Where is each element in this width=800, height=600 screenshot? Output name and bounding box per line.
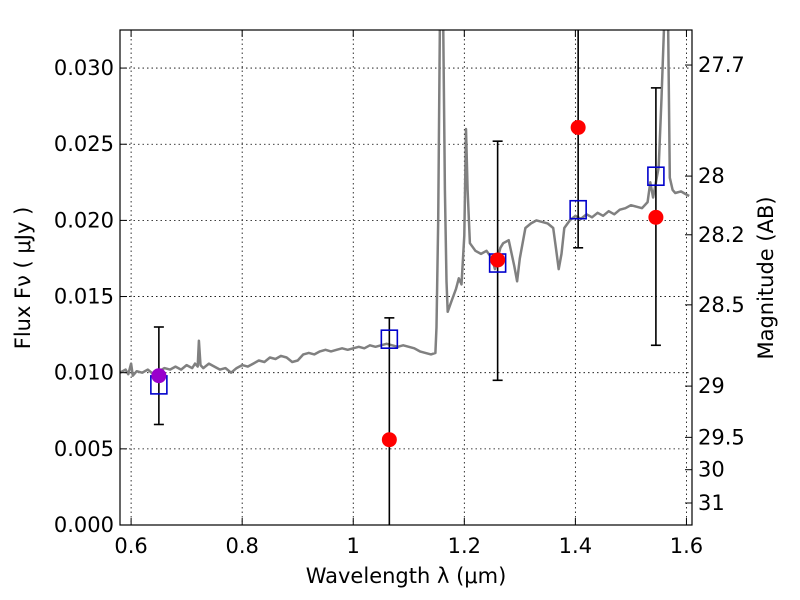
- x-tick-label: 0.8: [225, 534, 258, 558]
- x-tick-label: 1: [347, 534, 360, 558]
- y-tick-label: 0.020: [54, 208, 114, 232]
- mag-tick-label: 29: [698, 374, 725, 398]
- model-photometry-point: [380, 329, 399, 349]
- observed-point: [570, 119, 586, 135]
- data-layer: [120, 30, 690, 525]
- x-axis-title: Wavelength λ (μm): [306, 564, 507, 588]
- y-tick-label: 0.015: [54, 285, 114, 309]
- spectrum-line: [120, 30, 690, 377]
- plot-frame: [119, 29, 693, 526]
- observed-point: [490, 252, 506, 268]
- observed-alt-point: [151, 368, 167, 384]
- model-photometry-point: [569, 199, 587, 220]
- y2-axis-title: Magnitude (AB): [754, 196, 778, 359]
- x-tick-label: 1.4: [559, 534, 592, 558]
- mag-tick-label: 30: [698, 458, 725, 482]
- x-tick-label: 0.6: [114, 534, 147, 558]
- model-photometry-point: [647, 166, 665, 187]
- observed-point: [648, 209, 664, 225]
- mag-tick-label: 28.5: [698, 293, 745, 317]
- mag-tick-label: 29.5: [698, 425, 745, 449]
- mag-tick-label: 31: [698, 491, 725, 515]
- ticks: [120, 30, 692, 526]
- mag-tick-label: 28.2: [698, 223, 745, 247]
- y-tick-label: 0.025: [54, 132, 114, 156]
- y-tick-label: 0.010: [54, 361, 114, 385]
- plot-content: [120, 30, 690, 525]
- observed-point: [381, 432, 397, 448]
- y-tick-label: 0.005: [54, 437, 114, 461]
- y-tick-label: 0.000: [54, 513, 114, 537]
- x-tick-label: 1.6: [670, 534, 703, 558]
- y-tick-label: 0.030: [54, 56, 114, 80]
- mag-tick-label: 27.7: [698, 53, 745, 77]
- x-tick-label: 1.2: [448, 534, 481, 558]
- tick-labels: 0.6 0.8 1 1.2 1.4 1.6 0.000 0.005 0.010 0.015 0.02…: [54, 53, 745, 558]
- y-axis-title: Flux Fν ( μJy ): [11, 207, 35, 350]
- mag-tick-label: 28: [698, 164, 725, 188]
- plot-background: [120, 30, 692, 525]
